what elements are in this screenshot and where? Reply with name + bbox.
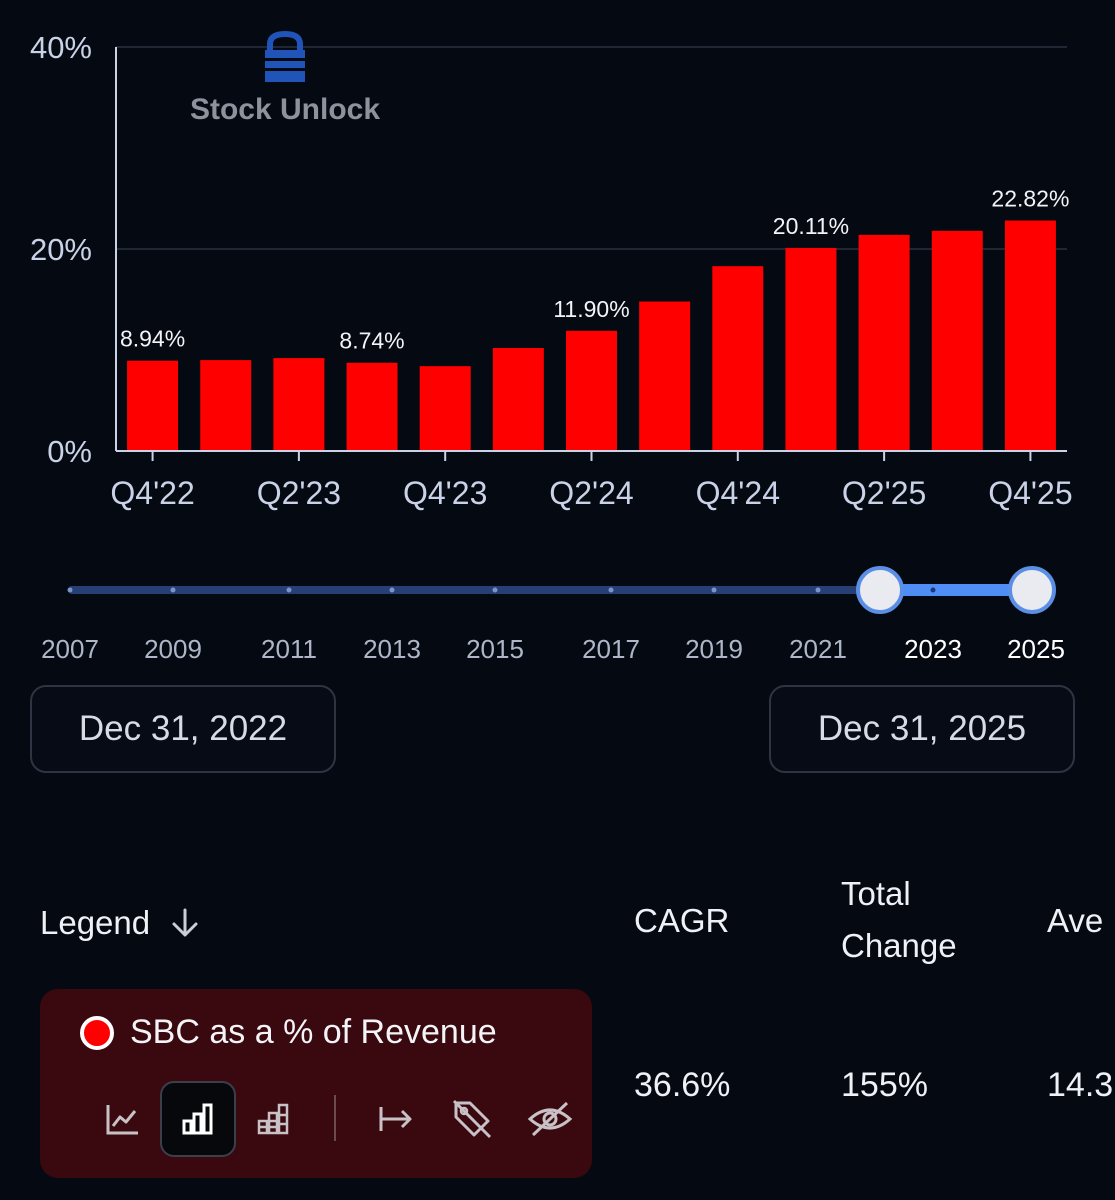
- legend-header-label: Legend: [40, 904, 151, 941]
- bar[interactable]: [273, 358, 325, 451]
- lock-logo-icon: [265, 30, 305, 82]
- cagr-value: 36.6%: [634, 1066, 731, 1104]
- slider-year-label: 2017: [582, 634, 640, 664]
- bar[interactable]: [1004, 220, 1056, 451]
- bar-chart: 0% 20% 40% 8.94% 8.74% 11.90% 20.11% 22.82% Q4…: [30, 30, 1073, 511]
- y-tick-label: 40%: [30, 30, 92, 65]
- eye-off-icon: [527, 1101, 573, 1137]
- year-range-slider[interactable]: 2007 2009 2011 2013 2015 2017 2019 2021 2023 2025: [0, 555, 1115, 675]
- x-axis-ticks: Q4'22 Q2'23 Q4'23 Q2'24 Q4'24 Q2'25 Q4'25: [110, 451, 1073, 511]
- grid-lines: [116, 46, 1067, 250]
- series-color-dot[interactable]: [80, 1015, 114, 1050]
- bar[interactable]: [931, 230, 983, 451]
- total-change-header[interactable]: Total Change: [841, 875, 957, 964]
- slider-dot: [930, 587, 936, 593]
- toolbar-divider: [334, 1095, 336, 1141]
- bar[interactable]: [419, 366, 471, 451]
- x-tick-label: Q4'22: [110, 475, 194, 511]
- series-row[interactable]: SBC as a % of Revenue: [80, 1013, 497, 1052]
- slider-dots: [67, 587, 936, 593]
- arrow-right-bar-icon: [379, 1107, 412, 1131]
- slider-dot: [815, 587, 821, 593]
- slider-dot: [286, 587, 292, 593]
- watermark: Stock Unlock: [190, 30, 380, 126]
- y-axis-ticks: 0% 20% 40%: [30, 30, 92, 469]
- x-tick-label: Q2'24: [549, 475, 633, 511]
- toggle-labels-button[interactable]: [434, 1081, 510, 1157]
- bar-chart-icon: [182, 1103, 213, 1135]
- bar[interactable]: [712, 266, 764, 451]
- slider-selected-range: [880, 584, 1032, 596]
- data-label: 20.11%: [773, 213, 849, 239]
- x-tick-label: Q2'23: [257, 475, 341, 511]
- bar[interactable]: [127, 360, 179, 451]
- tag-off-icon: [452, 1099, 492, 1139]
- stacked-bar-button[interactable]: [236, 1081, 312, 1157]
- y-tick-label: 0%: [47, 434, 92, 469]
- slider-dot: [389, 587, 395, 593]
- end-date-value: Dec 31, 2025: [817, 709, 1027, 748]
- legend-series-card[interactable]: SBC as a % of Revenue: [40, 989, 592, 1178]
- start-date-value: Dec 31, 2022: [78, 709, 288, 748]
- bar[interactable]: [639, 301, 691, 451]
- slider-year-label: 2023: [904, 634, 962, 664]
- slider-track: [68, 586, 880, 594]
- slider-end-handle[interactable]: [1008, 566, 1056, 614]
- slider-year-label: 2021: [789, 634, 847, 664]
- y-tick-label: 20%: [30, 232, 92, 267]
- slider-year-labels: 2007 2009 2011 2013 2015 2017 2019 2021 2023 2025: [41, 634, 1065, 664]
- x-tick-label: Q4'25: [988, 475, 1072, 511]
- line-chart-button[interactable]: [84, 1081, 160, 1157]
- end-date-field[interactable]: Dec 31, 2025: [769, 685, 1075, 773]
- series-name: SBC as a % of Revenue: [130, 1013, 497, 1051]
- bar[interactable]: [346, 362, 398, 451]
- slider-year-label: 2007: [41, 634, 99, 664]
- hide-series-button[interactable]: [512, 1081, 588, 1157]
- data-label: 8.94%: [120, 326, 185, 352]
- bar-chart-button[interactable]: [160, 1081, 236, 1157]
- bar[interactable]: [858, 234, 910, 451]
- bar[interactable]: [492, 347, 544, 451]
- slider-year-label: 2025: [1007, 634, 1065, 664]
- average-value: 14.3: [1047, 1066, 1114, 1104]
- data-label: 11.90%: [553, 296, 629, 322]
- x-tick-label: Q2'25: [842, 475, 926, 511]
- slider-start-handle[interactable]: [856, 566, 904, 614]
- arrow-down-icon: [172, 908, 198, 937]
- start-date-field[interactable]: Dec 31, 2022: [30, 685, 336, 773]
- data-label: 8.74%: [339, 328, 404, 354]
- bar[interactable]: [566, 330, 617, 451]
- data-labels: 8.94% 8.74% 11.90% 20.11% 22.82%: [120, 186, 1069, 354]
- data-label: 22.82%: [991, 186, 1069, 212]
- slider-dot: [711, 587, 717, 593]
- legend-sort-header[interactable]: Legend: [40, 897, 202, 949]
- watermark-text: Stock Unlock: [190, 93, 380, 126]
- slider-year-label: 2011: [261, 634, 317, 664]
- slider-year-label: 2019: [685, 634, 743, 664]
- total-change-value: 155%: [841, 1066, 928, 1104]
- slider-year-label: 2013: [363, 634, 421, 664]
- slider-dot: [170, 587, 176, 593]
- extend-series-button[interactable]: [358, 1081, 434, 1157]
- x-tick-label: Q4'23: [403, 475, 487, 511]
- series-toolbar: [96, 1081, 576, 1157]
- bar[interactable]: [200, 360, 252, 451]
- bars: [127, 220, 1056, 451]
- slider-dot: [492, 587, 498, 593]
- slider-dot: [67, 587, 73, 593]
- bar[interactable]: [785, 247, 837, 451]
- slider-year-label: 2009: [144, 634, 202, 664]
- cagr-header[interactable]: CAGR: [634, 902, 730, 939]
- stacked-bar-icon: [257, 1103, 289, 1135]
- x-tick-label: Q4'24: [696, 475, 780, 511]
- slider-year-label: 2015: [466, 634, 524, 664]
- slider-dot: [608, 587, 614, 593]
- average-header[interactable]: Ave: [1047, 902, 1104, 939]
- line-chart-icon: [106, 1105, 138, 1135]
